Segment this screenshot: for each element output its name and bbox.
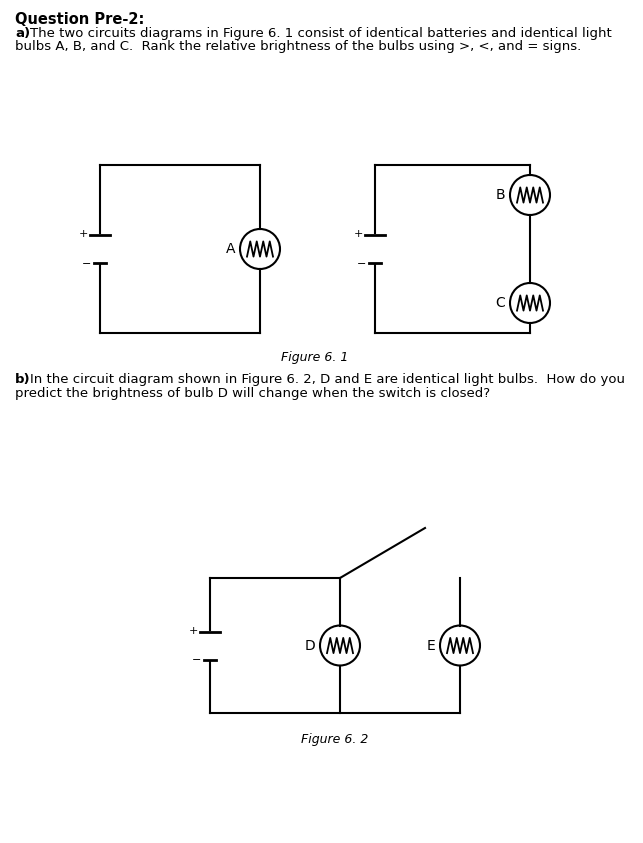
Text: −: − [82,259,92,269]
Text: b): b) [15,373,31,386]
Text: +: + [353,229,363,239]
Text: Figure 6. 1: Figure 6. 1 [282,351,349,364]
Text: bulbs A, B, and C.  Rank the relative brightness of the bulbs using >, <, and = : bulbs A, B, and C. Rank the relative bri… [15,40,581,53]
Text: +: + [78,229,87,239]
Text: −: − [358,259,367,269]
Text: The two circuits diagrams in Figure 6. 1 consist of identical batteries and iden: The two circuits diagrams in Figure 6. 1… [30,27,611,40]
Text: D: D [304,638,315,652]
Text: C: C [495,296,505,310]
Text: E: E [426,638,435,652]
Text: +: + [188,626,197,636]
Text: predict the brightness of bulb D will change when the switch is closed?: predict the brightness of bulb D will ch… [15,387,490,400]
Text: a): a) [15,27,30,40]
Text: −: − [192,656,202,665]
Text: A: A [226,242,235,256]
Text: In the circuit diagram shown in Figure 6. 2, D and E are identical light bulbs. : In the circuit diagram shown in Figure 6… [30,373,625,386]
Text: Figure 6. 2: Figure 6. 2 [302,733,368,746]
Text: B: B [495,188,505,202]
Text: Question Pre-2:: Question Pre-2: [15,12,145,27]
